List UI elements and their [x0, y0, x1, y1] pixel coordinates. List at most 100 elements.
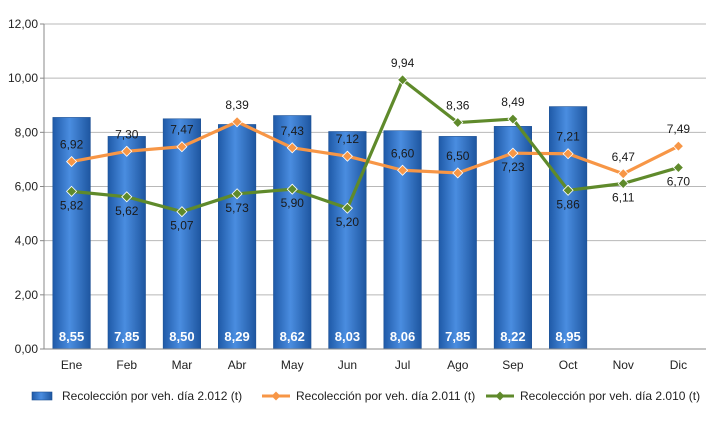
- line-data-label: 7,47: [170, 123, 194, 137]
- line-point: [286, 142, 298, 154]
- line-data-label: 8,49: [501, 95, 525, 109]
- x-tick-label: Oct: [559, 358, 578, 372]
- line-data-label: 6,92: [60, 138, 84, 152]
- bar-data-label: 8,95: [555, 329, 580, 344]
- bar: [549, 106, 588, 350]
- x-tick-label: Sep: [502, 358, 524, 372]
- line-point: [231, 116, 243, 128]
- line-point: [562, 184, 574, 196]
- x-tick-label: May: [281, 358, 304, 372]
- legend-entry-label: Recolección por veh. día 2.012 (t): [62, 389, 242, 403]
- legend-entry-label: Recolección por veh. día 2.010 (t): [520, 389, 700, 403]
- y-tick-label: 8,00: [15, 125, 39, 139]
- line-data-label: 8,39: [225, 98, 249, 112]
- bar-data-label: 8,55: [59, 329, 84, 344]
- x-tick-label: Nov: [613, 358, 634, 372]
- line-data-label: 7,49: [667, 122, 691, 136]
- line-point: [672, 140, 684, 152]
- line-data-label: 6,47: [612, 150, 636, 164]
- y-tick-label: 0,00: [15, 342, 39, 356]
- line-point: [452, 167, 464, 179]
- line-point: [562, 148, 574, 160]
- line-data-label: 5,90: [281, 196, 305, 210]
- x-tick-label: Jun: [338, 358, 357, 372]
- bar-data-label: 7,85: [114, 329, 139, 344]
- line-point: [121, 145, 133, 157]
- line-data-label: 5,73: [225, 201, 249, 215]
- bar: [162, 118, 201, 350]
- legend-bar-swatch: [31, 391, 53, 401]
- legend-marker: [495, 391, 505, 401]
- line-data-label: 5,20: [336, 215, 360, 229]
- bar-data-label: 8,06: [390, 329, 415, 344]
- line-point: [397, 164, 409, 176]
- bar-data-label: 8,62: [280, 329, 305, 344]
- line-point: [452, 117, 464, 129]
- line-data-label: 7,12: [336, 132, 360, 146]
- line-data-label: 6,50: [446, 149, 470, 163]
- line-data-label: 7,30: [115, 127, 139, 141]
- bar: [383, 130, 422, 350]
- bar-data-label: 8,03: [335, 329, 360, 344]
- legend-entry-label: Recolección por veh. día 2.011 (t): [296, 389, 475, 403]
- line-data-label: 6,70: [667, 175, 691, 189]
- y-tick-label: 2,00: [15, 288, 39, 302]
- y-tick-label: 4,00: [15, 234, 39, 248]
- line-point: [176, 141, 188, 153]
- y-axis: 0,00 2,00 4,00 6,00 8,00 10,00 12,00: [8, 17, 45, 356]
- line-point: [231, 188, 243, 200]
- line-data-label: 5,82: [60, 198, 84, 212]
- line-data-label: 7,21: [556, 130, 580, 144]
- series-line: [71, 78, 679, 214]
- x-tick-label: Ene: [61, 358, 83, 372]
- x-tick-label: Ago: [447, 358, 469, 372]
- x-axis: Ene Feb Mar Abr May Jun Jul Ago Sep Oct Nov Dic: [44, 348, 706, 372]
- line-data-label: 5,62: [115, 204, 139, 218]
- line-data-label: 6,11: [612, 191, 635, 205]
- bar-data-label: 7,85: [445, 329, 470, 344]
- line-point: [397, 74, 409, 86]
- line-point: [341, 202, 353, 214]
- bar: [493, 126, 532, 350]
- bar-data-label: 8,22: [500, 329, 525, 344]
- line-data-label: 9,94: [391, 56, 415, 70]
- line-point: [507, 113, 519, 125]
- bar-series: 8,55 7,85 8,50 8,29 8,62 8,03 8,06 7,85 8,22 8,95: [52, 106, 588, 350]
- bar: [52, 117, 91, 350]
- legend: Recolección por veh. día 2.012 (t) Recole…: [31, 389, 700, 403]
- y-tick-label: 6,00: [15, 180, 39, 194]
- line-data-label: 8,36: [446, 99, 470, 113]
- line-point: [286, 183, 298, 195]
- x-tick-label: Abr: [228, 358, 247, 372]
- line-point: [507, 147, 519, 159]
- gridlines: [44, 23, 706, 350]
- legend-marker: [271, 391, 281, 401]
- bar-data-label: 8,50: [169, 329, 194, 344]
- line-point: [66, 156, 78, 168]
- line-point: [121, 191, 133, 203]
- line-data-label: 5,86: [556, 197, 580, 211]
- bar: [273, 115, 312, 350]
- line-point: [617, 177, 629, 190]
- bar: [107, 136, 146, 350]
- line-series: 6,92 7,30 7,47 8,39 7,43 7,12 6,60 6,50 7,23 7,21…: [60, 56, 691, 233]
- line-data-label: 7,43: [281, 124, 305, 138]
- line-point: [341, 150, 353, 162]
- bar-data-label: 8,29: [224, 329, 249, 344]
- y-tick-label: 12,00: [8, 17, 38, 31]
- series-line: [71, 120, 680, 176]
- y-tick-label: 10,00: [8, 71, 38, 85]
- line-point: [672, 161, 684, 174]
- bar: [218, 124, 257, 350]
- x-tick-label: Mar: [172, 358, 193, 372]
- line-point: [66, 185, 78, 197]
- line-point: [176, 206, 188, 218]
- bar: [328, 131, 367, 350]
- line-data-label: 6,60: [391, 146, 415, 160]
- x-tick-label: Jul: [395, 358, 410, 372]
- x-tick-label: Dic: [670, 358, 687, 372]
- x-tick-label: Feb: [116, 358, 137, 372]
- line-data-label: 7,23: [501, 160, 525, 174]
- line-data-label: 5,07: [170, 219, 194, 233]
